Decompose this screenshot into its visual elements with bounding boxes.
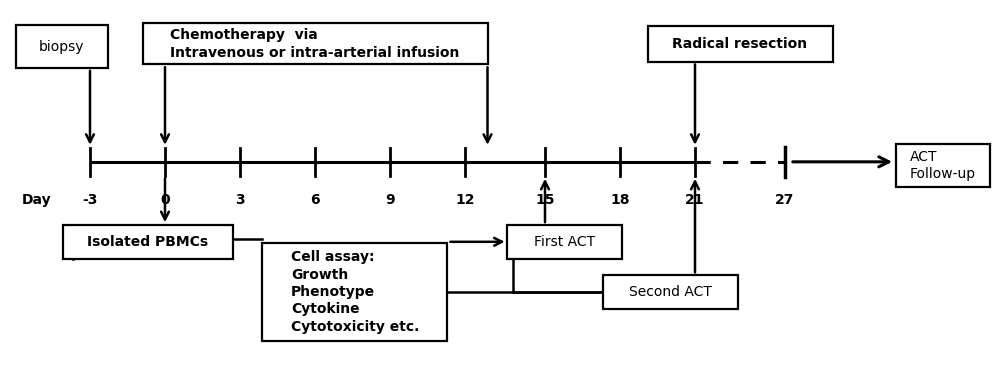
Text: biopsy: biopsy (39, 39, 85, 54)
Text: Radical resection: Radical resection (672, 37, 808, 51)
FancyBboxPatch shape (16, 25, 108, 68)
Text: 0: 0 (160, 193, 170, 208)
FancyBboxPatch shape (63, 225, 233, 259)
Text: Second ACT: Second ACT (629, 285, 711, 299)
Text: 18: 18 (610, 193, 630, 208)
Text: Isolated PBMCs: Isolated PBMCs (87, 235, 209, 249)
Text: 12: 12 (455, 193, 475, 208)
Text: ACT
Follow-up: ACT Follow-up (910, 150, 976, 181)
Text: 21: 21 (685, 193, 705, 208)
Text: Chemotherapy  via
Intravenous or intra-arterial infusion: Chemotherapy via Intravenous or intra-ar… (170, 28, 460, 60)
FancyBboxPatch shape (896, 144, 990, 187)
FancyBboxPatch shape (507, 225, 622, 259)
Text: 3: 3 (235, 193, 245, 208)
Text: -3: -3 (82, 193, 98, 208)
Text: 9: 9 (385, 193, 395, 208)
FancyBboxPatch shape (602, 275, 738, 309)
Text: 27: 27 (775, 193, 795, 208)
FancyBboxPatch shape (648, 26, 832, 61)
Text: First ACT: First ACT (534, 235, 596, 249)
FancyBboxPatch shape (143, 23, 488, 64)
Text: 6: 6 (310, 193, 320, 208)
Text: 15: 15 (535, 193, 555, 208)
Text: Cell assay:
Growth
Phenotype
Cytokine
Cytotoxicity etc.: Cell assay: Growth Phenotype Cytokine Cy… (291, 250, 419, 334)
FancyBboxPatch shape (262, 243, 447, 341)
Text: Day: Day (22, 193, 52, 208)
